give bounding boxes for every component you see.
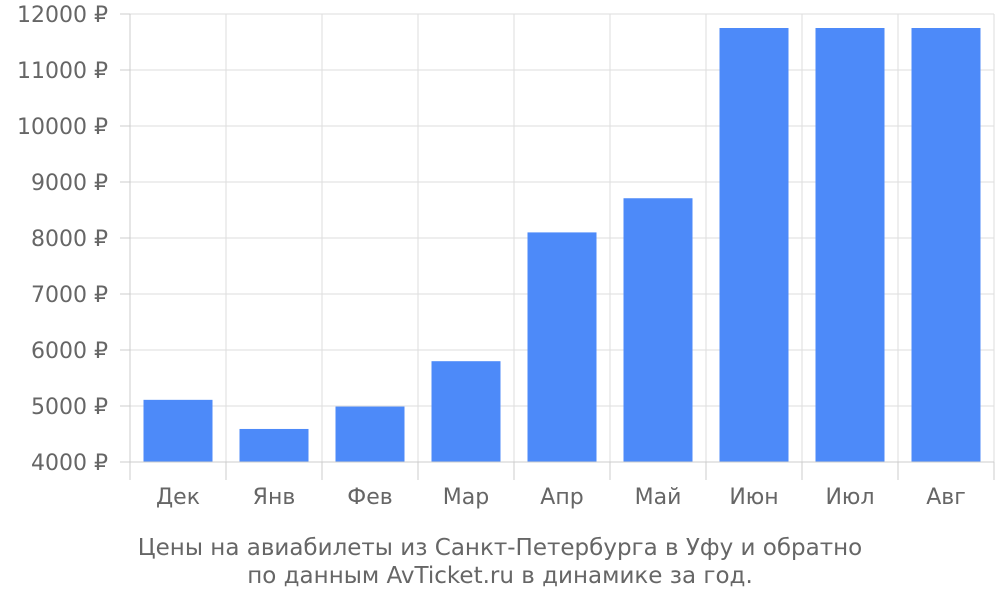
x-tick-label: Авг	[926, 485, 966, 510]
x-tick-label: Янв	[253, 485, 296, 510]
y-tick-label: 5000 ₽	[31, 395, 108, 420]
bar	[719, 28, 789, 462]
axes-layer	[120, 13, 995, 480]
x-tick-label: Июл	[825, 485, 874, 510]
bar	[431, 361, 501, 462]
x-tick-label: Май	[635, 485, 682, 510]
bars-layer	[143, 28, 981, 463]
bar	[335, 406, 405, 462]
y-tick-label: 8000 ₽	[31, 227, 108, 252]
y-tick-label: 7000 ₽	[31, 283, 108, 308]
bar	[911, 28, 981, 462]
labels-layer: 4000 ₽ 5000 ₽ 6000 ₽ 7000 ₽ 8000 ₽ 9000 ₽ 1000…	[17, 3, 966, 510]
bar	[143, 399, 213, 462]
x-tick-label: Апр	[540, 485, 583, 510]
chart-caption-line-1: Цены на авиабилеты из Санкт-Петербурга в…	[137, 535, 863, 561]
bar	[527, 232, 597, 462]
y-tick-label: 10000 ₽	[17, 115, 108, 140]
x-tick-label: Июн	[729, 485, 778, 510]
chart-caption-line-2: по данным AvTicket.ru в динамике за год.	[247, 563, 753, 589]
y-tick-label: 11000 ₽	[17, 59, 108, 84]
x-tick-label: Фев	[347, 485, 392, 510]
bar	[623, 198, 693, 463]
bar	[815, 28, 885, 462]
bar	[239, 428, 309, 462]
y-tick-label: 12000 ₽	[17, 3, 108, 28]
y-tick-label: 4000 ₽	[31, 451, 108, 476]
y-tick-label: 9000 ₽	[31, 171, 108, 196]
bar-chart: 4000 ₽ 5000 ₽ 6000 ₽ 7000 ₽ 8000 ₽ 9000 ₽ 1000…	[17, 3, 995, 510]
x-tick-label: Дек	[156, 485, 200, 510]
x-tick-label: Мар	[443, 485, 489, 510]
y-tick-label: 6000 ₽	[31, 339, 108, 364]
